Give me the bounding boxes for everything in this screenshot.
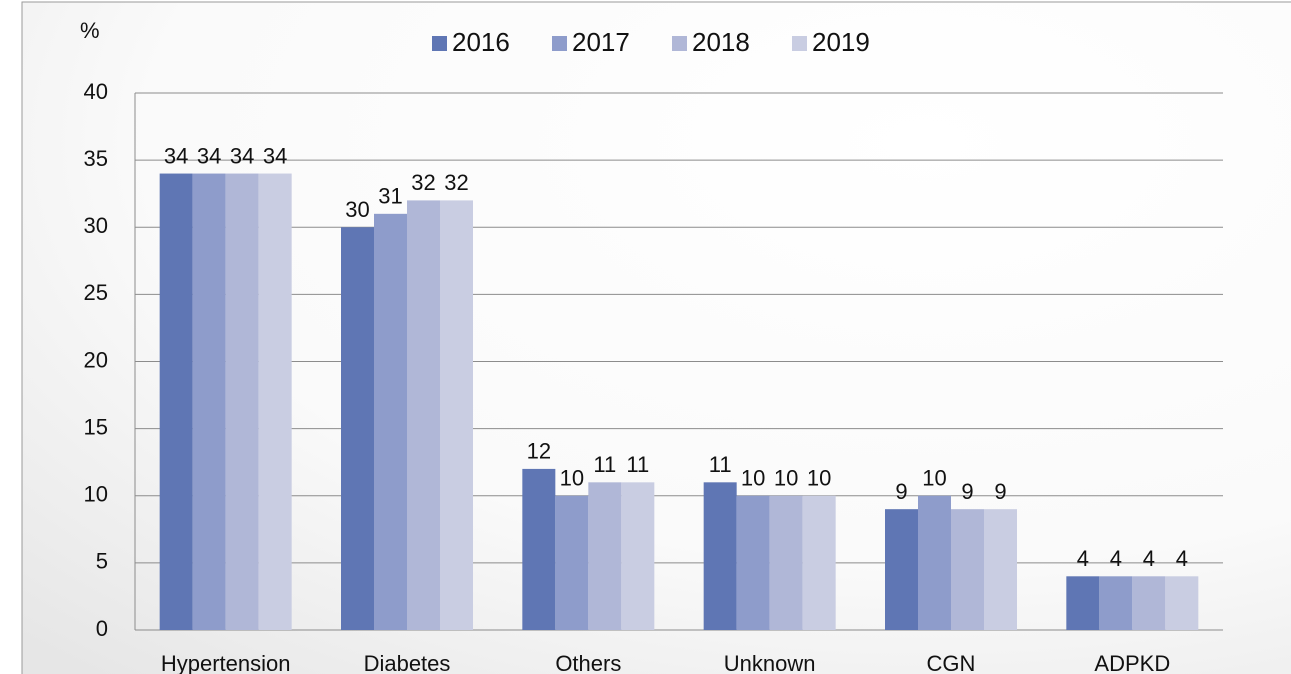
bar xyxy=(736,495,770,630)
data-label: 4 xyxy=(1110,546,1122,571)
data-label: 34 xyxy=(197,143,221,168)
x-tick-label: Diabetes xyxy=(364,651,451,674)
bar xyxy=(341,227,374,630)
bar xyxy=(1099,576,1133,630)
legend-label: 2016 xyxy=(452,27,510,57)
bar xyxy=(588,482,622,630)
data-label: 32 xyxy=(411,170,435,195)
bar xyxy=(984,509,1017,630)
y-tick-label: 0 xyxy=(96,616,108,641)
data-label: 11 xyxy=(626,452,649,477)
data-label: 34 xyxy=(164,143,188,168)
data-label: 31 xyxy=(378,184,402,209)
data-label: 4 xyxy=(1077,546,1089,571)
bar xyxy=(769,495,803,630)
x-tick-label: CGN xyxy=(927,651,976,674)
data-label: 10 xyxy=(560,466,584,491)
x-tick-label: Unknown xyxy=(724,651,816,674)
bar xyxy=(802,495,836,630)
legend-swatch xyxy=(552,36,567,51)
y-tick-label: 10 xyxy=(84,482,108,507)
legend-label: 2019 xyxy=(812,27,870,57)
y-axis-label: % xyxy=(80,18,100,43)
data-label: 9 xyxy=(994,479,1006,504)
y-tick-label: 35 xyxy=(84,146,108,171)
y-tick-label: 30 xyxy=(84,213,108,238)
legend-swatch xyxy=(432,36,447,51)
legend-label: 2017 xyxy=(572,27,630,57)
bar xyxy=(374,213,407,630)
bar xyxy=(192,173,226,631)
x-tick-label: Others xyxy=(555,651,621,674)
data-label: 11 xyxy=(709,452,732,477)
data-label: 12 xyxy=(527,439,551,464)
y-tick-label: 20 xyxy=(84,347,108,372)
data-label: 9 xyxy=(961,479,973,504)
data-label: 10 xyxy=(807,466,831,491)
data-label: 10 xyxy=(774,466,798,491)
data-label: 9 xyxy=(895,479,907,504)
bar xyxy=(703,482,737,630)
x-tick-label: ADPKD xyxy=(1094,651,1170,674)
bar xyxy=(1165,576,1199,630)
bar xyxy=(258,173,292,631)
legend-swatch xyxy=(792,36,807,51)
data-label: 4 xyxy=(1176,546,1188,571)
bar xyxy=(407,200,440,630)
data-label: 34 xyxy=(263,143,287,168)
bar xyxy=(225,173,259,631)
data-label: 34 xyxy=(230,143,254,168)
y-tick-label: 40 xyxy=(84,79,108,104)
bar xyxy=(621,482,655,630)
data-label: 30 xyxy=(345,197,369,222)
data-label: 10 xyxy=(922,466,946,491)
bar xyxy=(440,200,473,630)
bar xyxy=(522,468,556,630)
y-tick-label: 25 xyxy=(84,280,108,305)
bar xyxy=(918,495,951,630)
y-tick-label: 15 xyxy=(84,414,108,439)
data-label: 32 xyxy=(444,170,468,195)
x-tick-label: Hypertension xyxy=(161,651,291,674)
bar xyxy=(555,495,589,630)
bar xyxy=(951,509,984,630)
y-tick-label: 5 xyxy=(96,549,108,574)
bar xyxy=(159,173,193,631)
bar xyxy=(1132,576,1166,630)
data-label: 11 xyxy=(593,452,616,477)
data-label: 4 xyxy=(1143,546,1155,571)
bar xyxy=(885,509,918,630)
data-label: 10 xyxy=(741,466,765,491)
legend-label: 2018 xyxy=(692,27,750,57)
legend-swatch xyxy=(672,36,687,51)
bar xyxy=(1066,576,1100,630)
